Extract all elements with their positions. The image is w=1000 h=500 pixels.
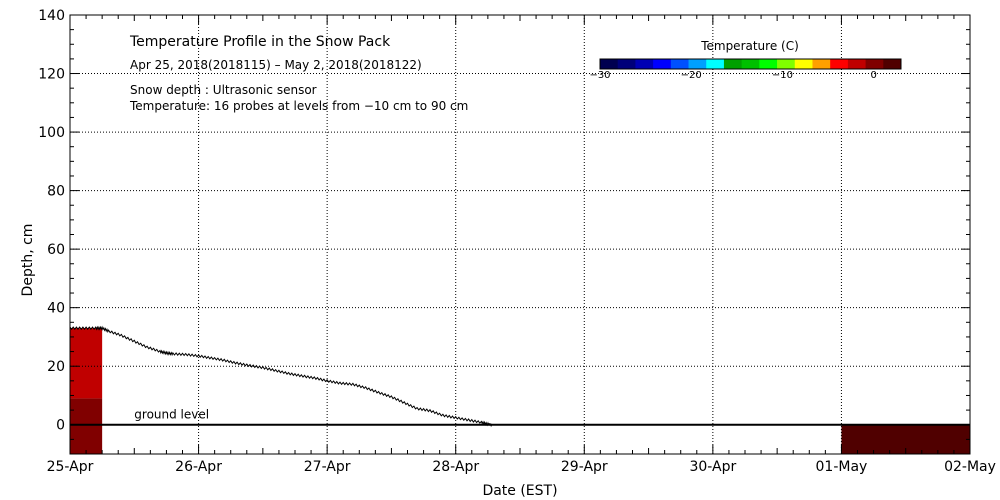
temperature-cell	[70, 398, 103, 454]
colorbar-tick-label: −30	[589, 70, 610, 81]
chart-subtitle: Apr 25, 2018(2018115) – May 2, 2018(2018…	[130, 58, 422, 72]
y-tick-label: 120	[38, 67, 65, 83]
colorbar-swatch	[688, 59, 707, 69]
temperature-cells-layer	[70, 328, 970, 454]
colorbar-swatch	[670, 59, 690, 69]
snow-depth-line	[69, 325, 493, 428]
x-tick-label: 28-Apr	[432, 459, 479, 475]
y-tick-label: 40	[47, 301, 65, 317]
chart-title: Temperature Profile in the Snow Pack	[129, 34, 391, 50]
x-tick-label: 02-May	[944, 459, 996, 475]
colorbar-tick-label: −10	[772, 70, 793, 81]
x-tick-label: 25-Apr	[47, 459, 94, 475]
colorbar-border	[599, 58, 902, 70]
colorbar-swatch	[812, 59, 831, 69]
note-temperature: Temperature: 16 probes at levels from −1…	[129, 99, 468, 113]
colorbar: −30 −20 −10 0	[589, 58, 902, 81]
x-tick-label: 30-Apr	[689, 459, 736, 475]
colorbar-swatch	[777, 59, 796, 69]
colorbar-swatch	[794, 59, 813, 69]
note-snow-depth: Snow depth : Ultrasonic sensor	[130, 83, 317, 97]
colorbar-swatch	[653, 59, 672, 69]
x-tick-label: 26-Apr	[175, 459, 222, 475]
x-axis-title: Date (EST)	[482, 483, 557, 499]
temperature-cell	[70, 328, 103, 399]
grid-layer	[70, 15, 970, 454]
colorbar-swatch	[865, 59, 884, 69]
colorbar-swatch	[617, 59, 636, 69]
x-tick-label: 27-Apr	[304, 459, 351, 475]
colorbar-swatch	[847, 59, 867, 69]
y-tick-label: 20	[47, 359, 65, 375]
y-axis-title: Depth, cm	[20, 224, 36, 297]
y-tick-label: 60	[47, 242, 65, 258]
y-tick-label: 140	[38, 8, 65, 24]
colorbar-swatch	[635, 59, 654, 69]
colorbar-swatch	[723, 59, 743, 69]
colorbar-swatch	[759, 59, 778, 69]
colorbar-tick-label: 0	[870, 70, 876, 81]
y-tick-label: 100	[38, 125, 65, 141]
axis-ticks-layer: 25-Apr 26-Apr 27-Apr 28-Apr 29-Apr 30-Apr 01-M…	[38, 8, 996, 475]
plot-area	[70, 15, 970, 454]
x-tick-label: 29-Apr	[561, 459, 608, 475]
colorbar-swatch	[883, 59, 902, 69]
y-tick-label: 80	[47, 184, 65, 200]
colorbar-swatch	[706, 59, 725, 69]
colorbar-title: Temperature (C)	[700, 39, 799, 53]
colorbar-swatch	[830, 59, 849, 69]
colorbar-tick-label: −20	[681, 70, 702, 81]
y-tick-label: 0	[56, 418, 65, 434]
plot-border	[69, 14, 971, 455]
colorbar-swatch	[600, 59, 619, 69]
ground-level-label: ground level	[134, 408, 209, 422]
x-tick-label: 01-May	[816, 459, 868, 475]
colorbar-swatch	[741, 59, 760, 69]
